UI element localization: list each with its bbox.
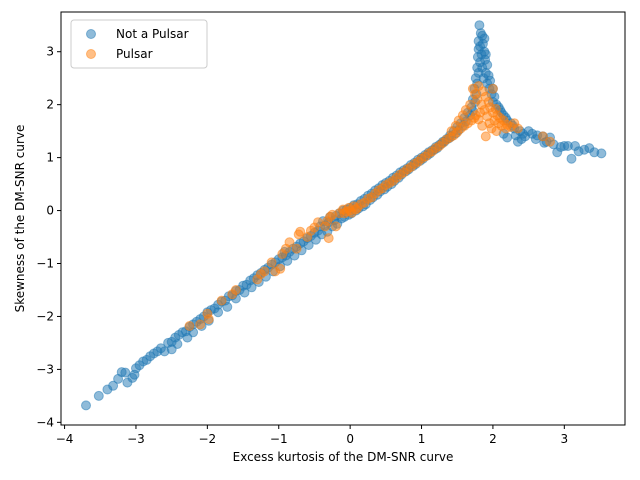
data-point: [282, 255, 293, 266]
y-tick-label: 0: [46, 204, 54, 218]
legend-marker-not-a-pulsar: [86, 29, 96, 39]
legend-box: [70, 19, 208, 69]
x-tick-label: 1: [418, 432, 426, 446]
x-tick-label: 0: [346, 432, 354, 446]
data-point: [108, 380, 119, 391]
data-point: [222, 301, 233, 312]
data-point: [120, 367, 131, 378]
data-point: [184, 321, 195, 331]
data-point: [93, 390, 104, 401]
data-point: [480, 49, 491, 60]
data-point: [195, 319, 206, 330]
y-axis-label: Skewness of the DM-SNR curve: [13, 125, 27, 313]
data-point: [275, 263, 286, 274]
y-tick-label: 2: [46, 98, 54, 112]
data-point: [81, 400, 91, 411]
data-point: [172, 339, 183, 349]
data-point: [537, 131, 548, 142]
x-axis-label: Excess kurtosis of the DM-SNR curve: [233, 450, 454, 464]
points-layer: [81, 20, 607, 411]
data-point: [330, 221, 341, 232]
x-tick-label: 3: [560, 432, 568, 446]
y-tick-label: −1: [36, 257, 54, 271]
y-tick-label: −2: [36, 309, 54, 323]
x-tick-label: −1: [270, 432, 288, 446]
data-point: [487, 83, 498, 94]
data-point: [323, 233, 334, 244]
data-point: [482, 59, 493, 70]
data-point: [502, 132, 513, 143]
data-point: [203, 314, 214, 325]
data-point: [474, 20, 485, 31]
legend-label-not-a-pulsar: Not a Pulsar: [116, 27, 189, 41]
y-tick-label: 1: [46, 151, 54, 165]
plot-frame: [60, 11, 626, 426]
data-point: [479, 33, 490, 44]
data-point: [512, 123, 523, 134]
data-point: [291, 243, 302, 254]
legend: Not a Pulsar Pulsar: [70, 19, 208, 69]
data-point: [566, 153, 577, 164]
y-tick-label: −4: [36, 415, 54, 429]
data-point: [230, 285, 241, 295]
data-point: [216, 295, 227, 306]
series-1: [184, 81, 555, 331]
x-tick-label: −4: [56, 432, 74, 446]
legend-marker-pulsar: [86, 49, 96, 59]
data-point: [213, 307, 224, 318]
data-point: [480, 131, 491, 142]
y-tick-label: 3: [46, 45, 54, 59]
data-point: [246, 282, 257, 293]
y-tick-label: −3: [36, 362, 54, 376]
x-axis: −4 −3 −2 −1 0 1 2 3: [56, 425, 568, 446]
data-point: [295, 226, 306, 237]
x-tick-label: −3: [127, 432, 145, 446]
data-point: [266, 257, 277, 268]
data-point: [545, 136, 555, 147]
data-point: [596, 148, 607, 159]
data-point: [284, 237, 295, 248]
x-tick-label: −2: [199, 432, 217, 446]
legend-label-pulsar: Pulsar: [116, 47, 153, 61]
data-point: [259, 266, 270, 277]
data-point: [465, 99, 476, 110]
x-tick-label: 2: [489, 432, 497, 446]
y-axis: −4 −3 −2 −1 0 1 2 3: [36, 45, 61, 429]
